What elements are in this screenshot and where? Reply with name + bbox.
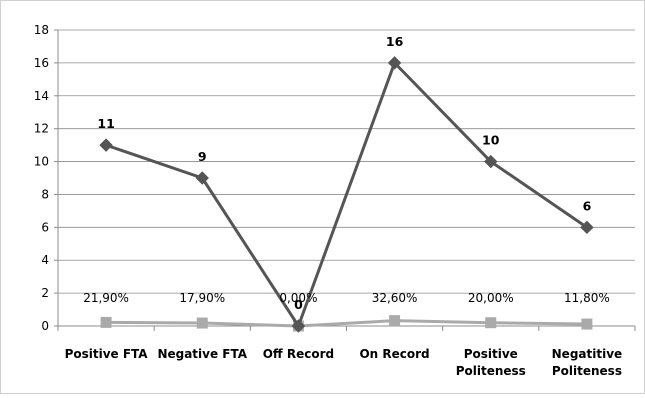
series-2-point [581,318,593,330]
data-label: 6 [583,198,592,213]
series-2-point [389,315,401,327]
axes: 0 2 4 6 8 10 12 14 16 18 Positive FTA Negative FTA O… [34,23,636,378]
data-label: 10 [482,133,500,148]
x-tick-label: Positive Politeness [456,347,526,378]
data-label: 16 [386,34,404,49]
data-label: 0 [294,297,303,312]
series-1-point [387,56,402,70]
x-tick-label: Positive FTA [65,347,149,361]
series-1-point [291,319,306,333]
data-label: 9 [198,149,207,164]
data-label: 21,90% [83,291,129,305]
series-2-point [485,317,497,329]
x-tick-label: Negatitive Politeness [552,347,623,378]
y-tick-label: 10 [34,155,49,169]
data-label: 32,60% [372,291,418,305]
data-label: 0,00% [279,291,317,305]
y-tick-label: 4 [41,253,49,267]
series-2-point [196,317,208,329]
series-1-point [195,171,209,185]
y-tick-label: 6 [41,220,49,234]
series-1-line [105,61,588,328]
data-label: 11 [97,116,114,131]
series-1-point [484,154,498,169]
y-tick-label: 18 [34,23,49,37]
x-tick-label: On Record [359,347,429,361]
series-layer [99,56,594,333]
y-tick-label: 16 [34,56,49,70]
y-tick-label: 2 [41,286,49,300]
data-label: 17,90% [179,291,225,305]
y-tick-label: 0 [41,319,49,333]
y-tick-label: 8 [41,187,49,201]
series-2-point [100,316,112,328]
y-tick-label: 14 [34,89,49,103]
series-1-point [99,138,113,152]
data-label: 20,00% [468,291,514,305]
x-tick-label: Off Record [263,347,334,361]
data-labels: 11 9 0 16 10 6 21,90% 17,90% 0,00% 32,60% 20,00% 11… [83,34,610,312]
y-tick-label: 12 [34,122,49,136]
series-1-point [580,220,594,235]
data-label: 11,80% [564,291,610,305]
x-tick-label: Negative FTA [157,347,247,361]
series-2-line [106,319,587,328]
